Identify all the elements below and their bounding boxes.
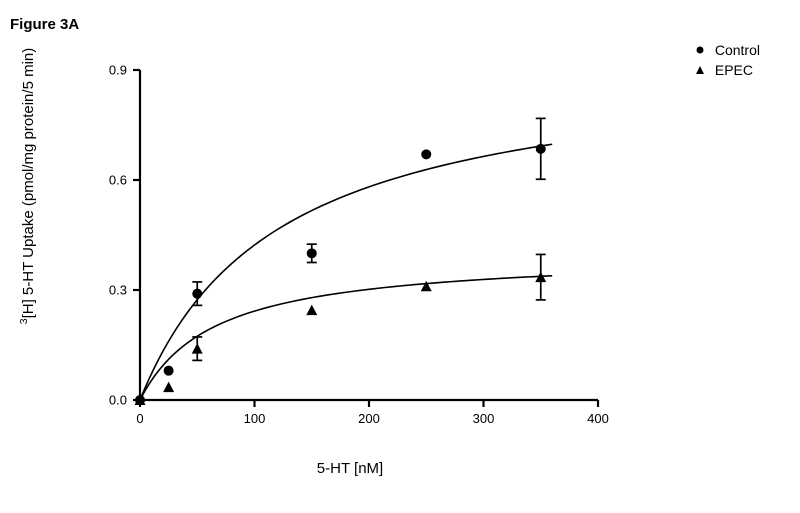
y-axis-label: 3[H] 5-HT Uptake (pmol/mg protein/5 min) [18,0,38,386]
chart-svg [80,56,620,456]
x-tick-label: 200 [358,411,380,426]
figure-container: { "figure_label": "Figure 3A", "chart": … [0,0,800,513]
ylabel-sup: 3 [18,318,30,324]
y-tick-label: 0.0 [99,393,127,408]
circle-marker-icon [693,45,707,55]
legend-item-control: Control [693,40,760,60]
legend-item-epec: EPEC [693,60,760,80]
legend-label: EPEC [715,60,753,80]
triangle-marker-icon [693,65,707,75]
legend: Control EPEC [693,40,760,80]
x-tick-label: 100 [244,411,266,426]
x-axis-label: 5-HT [nM] [80,460,620,477]
y-tick-label: 0.6 [99,173,127,188]
legend-label: Control [715,40,760,60]
x-tick-label: 300 [473,411,495,426]
y-tick-label: 0.3 [99,283,127,298]
x-tick-label: 0 [136,411,143,426]
plot-area [80,56,620,456]
x-tick-label: 400 [587,411,609,426]
y-tick-label: 0.9 [99,63,127,78]
ylabel-text: [H] 5-HT Uptake (pmol/mg protein/5 min) [20,48,37,319]
